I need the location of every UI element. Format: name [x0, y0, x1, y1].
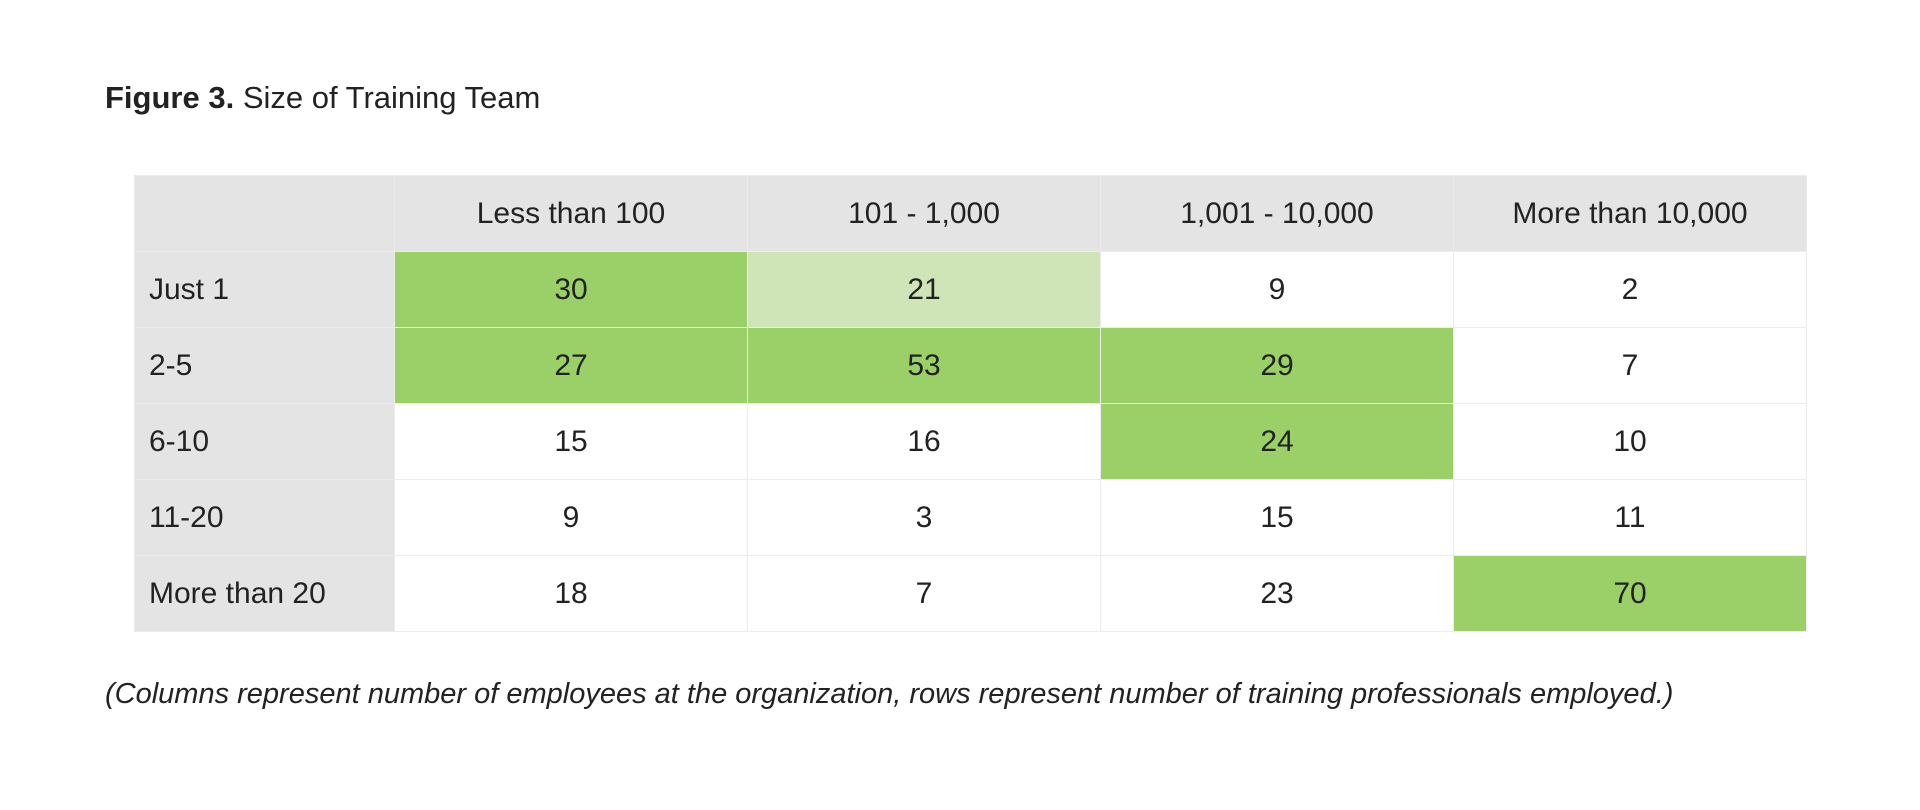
heatmap-cell: 15 [1100, 479, 1454, 556]
row-header: More than 20 [134, 555, 395, 632]
heatmap-cell: 11 [1453, 479, 1807, 556]
heatmap-cell: 30 [394, 251, 748, 328]
heatmap-cell: 15 [394, 403, 748, 480]
heatmap-cell: 23 [1100, 555, 1454, 632]
row-header: 2-5 [134, 327, 395, 404]
column-header: 101 - 1,000 [747, 175, 1101, 252]
heatmap-cell: 27 [394, 327, 748, 404]
row-header: Just 1 [134, 251, 395, 328]
corner-cell [134, 175, 395, 252]
heatmap-table: Less than 100 101 - 1,000 1,001 - 10,000… [134, 175, 1807, 632]
table-row: More than 20 18 7 23 70 [134, 555, 1807, 632]
heatmap-cell: 70 [1453, 555, 1807, 632]
heatmap-cell: 10 [1453, 403, 1807, 480]
column-header: More than 10,000 [1453, 175, 1807, 252]
table-row: 6-10 15 16 24 10 [134, 403, 1807, 480]
column-header: 1,001 - 10,000 [1100, 175, 1454, 252]
heatmap-cell: 7 [1453, 327, 1807, 404]
heatmap-cell: 16 [747, 403, 1101, 480]
heatmap-cell: 29 [1100, 327, 1454, 404]
heatmap-cell: 9 [394, 479, 748, 556]
header-row: Less than 100 101 - 1,000 1,001 - 10,000… [134, 175, 1807, 252]
figure-label: Figure 3. [105, 80, 235, 115]
figure-title: Figure 3. Size of Training Team [105, 76, 540, 120]
figure-title-text: Size of Training Team [242, 80, 541, 115]
heatmap-body: Just 1 30 21 9 2 2-5 27 53 29 7 6-10 15 16 24 10 11-20 9… [134, 251, 1807, 632]
table-row: 11-20 9 3 15 11 [134, 479, 1807, 556]
heatmap-cell: 9 [1100, 251, 1454, 328]
heatmap-cell: 2 [1453, 251, 1807, 328]
figure-caption: (Columns represent number of employees a… [105, 678, 1674, 710]
heatmap-cell: 21 [747, 251, 1101, 328]
table-row: Just 1 30 21 9 2 [134, 251, 1807, 328]
row-header: 11-20 [134, 479, 395, 556]
heatmap-cell: 24 [1100, 403, 1454, 480]
row-header: 6-10 [134, 403, 395, 480]
heatmap-cell: 7 [747, 555, 1101, 632]
heatmap-cell: 18 [394, 555, 748, 632]
column-header: Less than 100 [394, 175, 748, 252]
heatmap-cell: 53 [747, 327, 1101, 404]
table-row: 2-5 27 53 29 7 [134, 327, 1807, 404]
heatmap-cell: 3 [747, 479, 1101, 556]
